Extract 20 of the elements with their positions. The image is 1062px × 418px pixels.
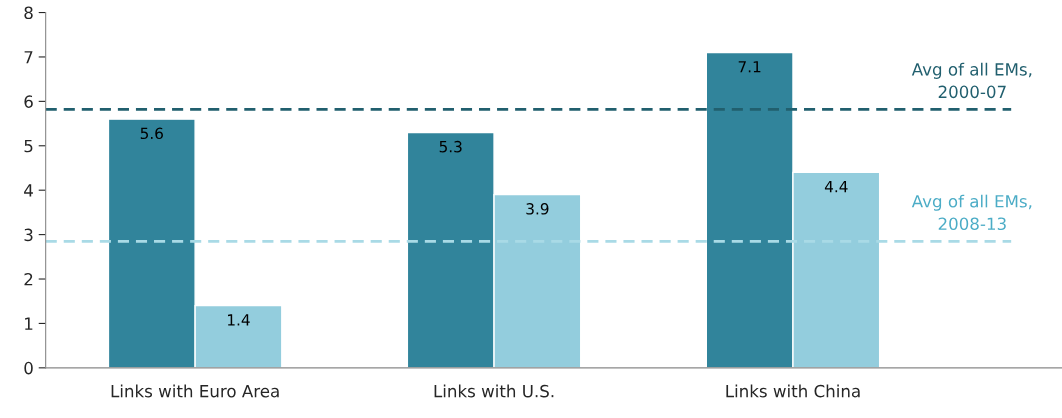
data-label: 5.3 bbox=[439, 140, 462, 153]
y-tick-label: 1 bbox=[25, 317, 33, 330]
y-tick-label: 3 bbox=[24, 228, 33, 242]
data-label: 5.6 bbox=[140, 127, 163, 140]
data-label: 3.9 bbox=[526, 203, 549, 215]
ref-line-label: Avg of all EMs, 2008-13 bbox=[911, 194, 1032, 231]
y-tick-label: 7 bbox=[24, 51, 33, 64]
data-label: 1.4 bbox=[228, 314, 250, 326]
y-tick-label: 0 bbox=[24, 361, 33, 375]
data-label: 7.1 bbox=[738, 61, 761, 73]
y-tick-label: 5 bbox=[24, 139, 33, 153]
x-tick-label: Links with U.S. bbox=[434, 384, 554, 398]
data-label: 4.4 bbox=[824, 181, 848, 193]
ref-line-label: Avg of all EMs, 2000-07 bbox=[911, 62, 1032, 99]
y-tick-label: 8 bbox=[24, 6, 33, 20]
y-tick-label: 2 bbox=[24, 272, 33, 286]
y-tick-label: 4 bbox=[24, 184, 33, 197]
x-tick-label: Links with Euro Area bbox=[111, 384, 279, 398]
x-tick-label: Links with China bbox=[726, 384, 860, 398]
y-tick-label: 6 bbox=[24, 95, 33, 108]
